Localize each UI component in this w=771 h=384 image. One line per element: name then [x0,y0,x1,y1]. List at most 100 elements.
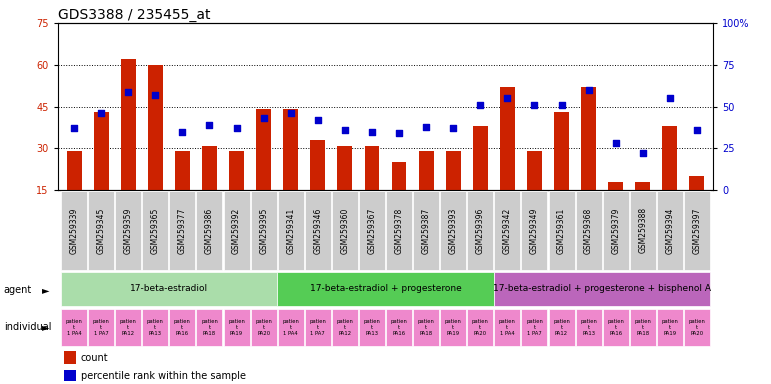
Text: GSM259359: GSM259359 [123,207,133,253]
Text: GSM259361: GSM259361 [557,207,566,253]
Text: patien
t
PA19: patien t PA19 [228,319,245,336]
Text: GSM259378: GSM259378 [395,207,403,253]
Point [474,102,487,108]
Bar [467,309,493,346]
Point [501,95,513,101]
Text: 17-beta-estradiol + progesterone: 17-beta-estradiol + progesterone [310,285,461,293]
Text: GSM259393: GSM259393 [449,207,458,253]
Point [555,102,567,108]
Bar [494,191,520,270]
Bar [581,87,596,190]
Text: patien
t
PA20: patien t PA20 [472,319,489,336]
Text: count: count [81,353,109,363]
Bar [148,65,163,190]
Bar [440,309,466,346]
Text: patien
t
PA16: patien t PA16 [391,319,408,336]
Point [528,102,540,108]
Bar [440,191,466,270]
Bar [392,162,406,190]
Point [204,122,216,128]
Point [95,110,107,116]
Bar [548,309,574,346]
Point [258,115,270,121]
Bar [143,309,168,346]
Text: GSM259342: GSM259342 [503,207,512,253]
Bar [202,146,217,190]
Bar [251,191,277,270]
Bar [224,191,250,270]
Bar [630,309,656,346]
Bar [256,109,271,190]
Bar [197,309,223,346]
Point [231,125,243,131]
Text: GSM259345: GSM259345 [96,207,106,253]
Text: GSM259341: GSM259341 [286,207,295,253]
Bar [61,309,87,346]
Text: GSM259387: GSM259387 [422,207,431,253]
Point [365,129,378,135]
Text: patien
t
PA13: patien t PA13 [580,319,597,336]
Text: 17-beta-estradiol: 17-beta-estradiol [130,285,208,293]
Bar [278,309,304,346]
Bar [386,191,412,270]
Bar [527,151,542,190]
Text: ►: ► [42,285,50,295]
Bar [684,191,710,270]
Text: patien
t
1 PA4: patien t 1 PA4 [499,319,516,336]
Bar [115,191,141,270]
Bar [115,309,141,346]
Text: GSM259397: GSM259397 [692,207,702,253]
Bar [413,191,439,270]
Bar [521,309,547,346]
Bar [608,182,623,190]
Bar [446,151,460,190]
Point [420,124,433,130]
Text: GSM259377: GSM259377 [178,207,187,253]
Text: GSM259394: GSM259394 [665,207,675,253]
Bar [197,191,223,270]
Point [637,150,649,156]
Bar [603,309,628,346]
Point [447,125,460,131]
Bar [305,191,331,270]
Text: GSM259349: GSM259349 [530,207,539,253]
Bar [65,351,76,364]
Bar [419,151,433,190]
Bar [338,146,352,190]
Bar [251,309,277,346]
Bar [229,151,244,190]
Text: individual: individual [4,322,52,332]
Bar [500,87,515,190]
Text: patien
t
1 PA7: patien t 1 PA7 [526,319,543,336]
Text: GSM259367: GSM259367 [368,207,376,253]
Bar [94,112,109,190]
Text: GSM259379: GSM259379 [611,207,620,253]
Bar [521,191,547,270]
Point [691,127,703,133]
Bar [121,59,136,190]
Text: patien
t
PA12: patien t PA12 [336,319,353,336]
Bar [576,309,601,346]
Bar [413,309,439,346]
Text: GSM259365: GSM259365 [151,207,160,253]
Text: GSM259392: GSM259392 [232,207,241,253]
Text: patien
t
1 PA4: patien t 1 PA4 [66,319,82,336]
Point [122,88,134,94]
Text: patien
t
PA18: patien t PA18 [635,319,651,336]
Text: patien
t
PA12: patien t PA12 [553,319,570,336]
Text: patien
t
PA13: patien t PA13 [363,319,380,336]
Bar [65,370,76,381]
Bar [662,126,677,190]
Text: patien
t
PA19: patien t PA19 [445,319,462,336]
Text: patien
t
PA18: patien t PA18 [418,319,435,336]
Text: GSM259396: GSM259396 [476,207,485,253]
Text: GSM259388: GSM259388 [638,207,648,253]
Bar [576,191,601,270]
Bar [88,309,114,346]
Point [582,87,594,93]
Bar [278,272,493,306]
Point [664,95,676,101]
Bar [311,140,325,190]
Bar [66,151,82,190]
Bar [278,191,304,270]
